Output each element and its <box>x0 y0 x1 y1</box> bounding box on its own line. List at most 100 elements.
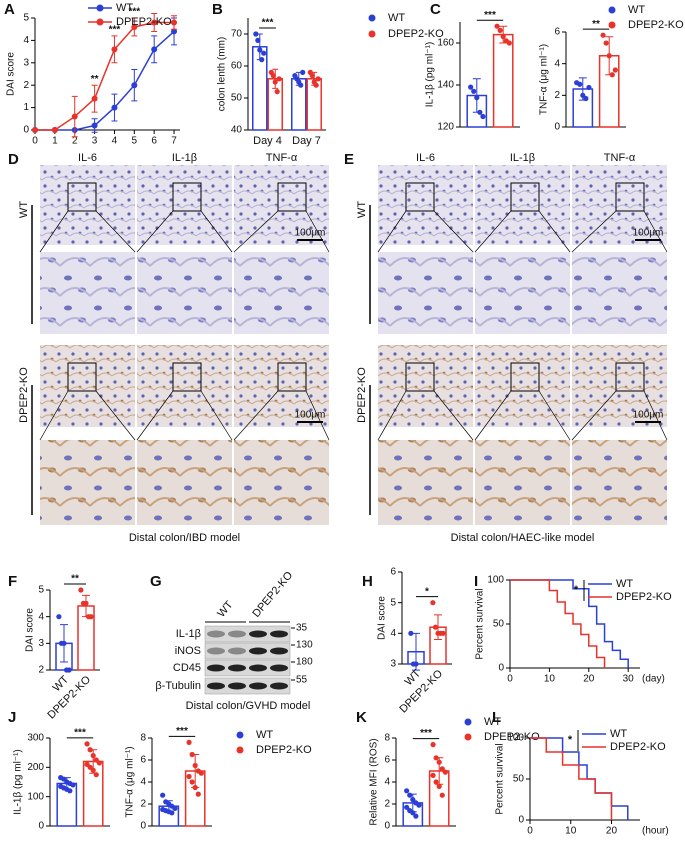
y-axis-label: Relative MFI (ROS) <box>369 738 380 825</box>
zoom-box <box>172 362 202 392</box>
zoom-lines <box>377 210 474 253</box>
point <box>91 95 98 102</box>
panel-label: J <box>8 709 16 726</box>
marker-label: 55 <box>296 675 308 686</box>
zoom-box <box>277 182 307 212</box>
zoom-lines <box>474 210 571 253</box>
ihc-overview <box>234 345 329 427</box>
legend-label: DPEP2-KO <box>256 744 312 756</box>
zoom-box <box>405 362 435 392</box>
y-tick-label: 5 <box>23 13 29 24</box>
point <box>500 34 506 40</box>
legend-marker <box>96 4 104 12</box>
point <box>270 73 276 79</box>
x-tick-label: 5 <box>132 136 138 147</box>
point <box>78 587 84 593</box>
point <box>272 79 278 85</box>
x-tick-label: 2 <box>72 136 78 147</box>
legend-label: WT <box>484 716 501 728</box>
caption: Distal colon/GVHD model <box>186 700 311 712</box>
point <box>603 40 609 46</box>
ihc-overview <box>378 345 473 427</box>
annotation: ** <box>91 74 99 85</box>
row-label: DPEP2-KO <box>356 367 368 423</box>
ihc-overview <box>137 165 232 245</box>
x-tick-label: 1 <box>52 136 58 147</box>
blot-band <box>249 647 267 655</box>
legend-label: WT <box>610 728 627 740</box>
y-axis-label: TNF-α (μg ml⁻¹) <box>539 44 550 115</box>
legend-label: DPEP2-KO <box>484 731 540 743</box>
blot-band <box>207 682 225 690</box>
ihc-zoom <box>475 440 570 525</box>
y-tick-label: 50 <box>513 774 525 785</box>
x-tick-label: 0 <box>507 674 513 685</box>
blot-band <box>249 682 267 690</box>
y-tick-label: 3 <box>390 659 396 670</box>
y-tick-label: 70 <box>231 29 243 40</box>
point <box>96 760 102 766</box>
significance: * <box>425 586 429 597</box>
point <box>151 19 158 26</box>
y-tick-label: 0 <box>23 125 29 136</box>
y-tick-label: 4 <box>384 777 390 788</box>
zoom-box <box>67 362 97 392</box>
y-tick-label: 100 <box>487 575 504 586</box>
y-tick-label: 100 <box>27 791 44 802</box>
marker-label: 35 <box>296 623 308 634</box>
x-tick-label: 10 <box>544 674 556 685</box>
point <box>612 67 618 73</box>
ihc-overview <box>137 345 232 427</box>
y-tick-label: 0 <box>518 815 524 826</box>
point <box>442 769 448 775</box>
caption: Distal colon/IBD model <box>129 532 240 544</box>
point <box>189 779 195 785</box>
zoom-box <box>277 362 307 392</box>
point <box>600 32 606 38</box>
y-tick-label: 6 <box>384 755 390 766</box>
blot-band <box>207 630 225 638</box>
legend-label: WT <box>256 729 273 741</box>
x-tick-label: Day 7 <box>292 135 321 147</box>
point <box>298 82 304 88</box>
legend-label: DPEP2-KO <box>610 741 666 753</box>
zoom-lines <box>39 210 136 253</box>
x-unit: (hour) <box>642 826 669 837</box>
zoom-box <box>510 182 540 212</box>
x-tick-label: 20 <box>583 674 595 685</box>
point <box>474 95 480 101</box>
point <box>91 122 98 129</box>
legend-label: WT <box>116 2 133 14</box>
point <box>430 600 436 606</box>
point <box>66 667 72 673</box>
legend-marker <box>608 21 616 29</box>
y-tick-label: 2 <box>140 799 146 810</box>
point <box>90 767 96 773</box>
point <box>404 788 410 794</box>
ihc-overview <box>40 165 135 245</box>
y-tick-label: 300 <box>27 733 44 744</box>
legend-label: WT <box>616 578 633 590</box>
point <box>577 81 583 87</box>
panel-label: H <box>362 573 373 590</box>
blot-strip <box>204 677 291 695</box>
y-axis-label: TNF-α (μg ml⁻¹) <box>125 746 136 817</box>
point <box>439 792 445 798</box>
x-tick-label: 0 <box>32 136 38 147</box>
x-tick-label: 7 <box>171 136 177 147</box>
ihc-zoom <box>572 252 667 334</box>
point <box>430 772 436 779</box>
y-tick-label: 50 <box>231 93 243 104</box>
point <box>436 759 442 765</box>
x-tick-label: 30 <box>623 674 635 685</box>
point <box>253 31 259 37</box>
point <box>606 53 612 59</box>
blot-strip <box>204 625 291 643</box>
y-tick-label: 8 <box>140 733 146 744</box>
column-header: IL-6 <box>416 152 435 164</box>
x-tick-label: 3 <box>92 136 98 147</box>
point <box>171 28 178 35</box>
x-tick-label: 10 <box>565 826 577 837</box>
point <box>413 661 419 667</box>
row-label: WT <box>18 201 30 218</box>
